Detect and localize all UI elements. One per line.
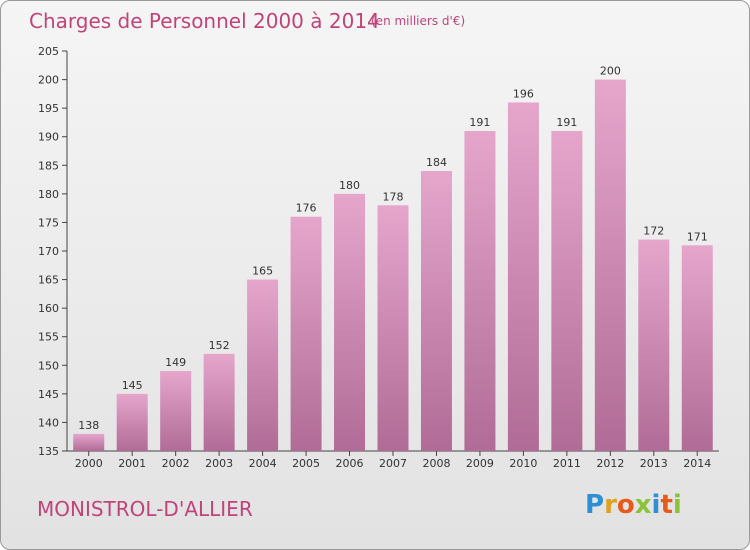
value-label-2012: 200 bbox=[600, 65, 621, 78]
x-tick-label-2002: 2002 bbox=[162, 457, 190, 470]
logo-letter: i bbox=[651, 490, 661, 520]
y-tick-label: 150 bbox=[38, 359, 59, 372]
proxiti-logo: Proxiti bbox=[585, 490, 682, 520]
logo-letter: x bbox=[634, 490, 652, 520]
bar-2002 bbox=[160, 371, 192, 451]
bar-2003 bbox=[203, 353, 235, 451]
value-label-2003: 152 bbox=[209, 339, 230, 352]
bar-2005 bbox=[290, 216, 322, 451]
bar-2001 bbox=[116, 393, 148, 451]
y-tick-label: 180 bbox=[38, 188, 59, 201]
y-tick-label: 195 bbox=[38, 102, 59, 115]
y-tick-label: 145 bbox=[38, 388, 59, 401]
x-tick-label-2000: 2000 bbox=[75, 457, 103, 470]
y-tick-label: 190 bbox=[38, 131, 59, 144]
y-tick-label: 200 bbox=[38, 74, 59, 87]
bar-2000 bbox=[73, 433, 105, 451]
y-tick-label: 140 bbox=[38, 416, 59, 429]
y-tick-label: 165 bbox=[38, 274, 59, 287]
bar-2013 bbox=[638, 239, 670, 451]
logo-letter: P bbox=[585, 490, 605, 520]
value-label-2014: 171 bbox=[687, 230, 708, 243]
y-tick-label: 185 bbox=[38, 159, 59, 172]
bar-2008 bbox=[420, 171, 452, 451]
bar-2014 bbox=[681, 245, 713, 451]
x-tick-label-2004: 2004 bbox=[249, 457, 277, 470]
bar-2007 bbox=[377, 205, 409, 451]
chart-subtitle: (en milliers d'€) bbox=[371, 14, 466, 28]
y-tick-label: 155 bbox=[38, 331, 59, 344]
value-label-2010: 196 bbox=[513, 87, 534, 100]
y-tick-label: 175 bbox=[38, 216, 59, 229]
x-tick-label-2013: 2013 bbox=[640, 457, 668, 470]
y-tick-label: 160 bbox=[38, 302, 59, 315]
value-label-2006: 180 bbox=[339, 179, 360, 192]
x-tick-label-2007: 2007 bbox=[379, 457, 407, 470]
bar-2012 bbox=[594, 79, 626, 452]
logo-letter: t bbox=[660, 490, 673, 520]
value-label-2001: 145 bbox=[122, 379, 143, 392]
y-tick-label: 205 bbox=[38, 45, 59, 58]
chart-title: Charges de Personnel 2000 à 2014 bbox=[29, 9, 380, 33]
y-tick-label: 135 bbox=[38, 445, 59, 458]
x-tick-label-2001: 2001 bbox=[118, 457, 146, 470]
value-label-2007: 178 bbox=[383, 190, 404, 203]
x-tick-label-2012: 2012 bbox=[596, 457, 624, 470]
y-tick-label: 170 bbox=[38, 245, 59, 258]
value-label-2011: 191 bbox=[556, 116, 577, 129]
x-tick-label-2005: 2005 bbox=[292, 457, 320, 470]
value-label-2002: 149 bbox=[165, 356, 186, 369]
x-tick-label-2009: 2009 bbox=[466, 457, 494, 470]
commune-name: MONISTROL-D'ALLIER bbox=[37, 497, 253, 521]
bar-2006 bbox=[334, 193, 366, 451]
x-tick-label-2011: 2011 bbox=[553, 457, 581, 470]
x-tick-label-2008: 2008 bbox=[422, 457, 450, 470]
bar-2004 bbox=[247, 279, 279, 451]
x-tick-label-2006: 2006 bbox=[336, 457, 364, 470]
bar-2011 bbox=[551, 131, 583, 451]
logo-letter: o bbox=[616, 490, 635, 520]
value-label-2009: 191 bbox=[469, 116, 490, 129]
value-label-2005: 176 bbox=[296, 202, 317, 215]
logo-letter: i bbox=[672, 490, 682, 520]
x-tick-label-2010: 2010 bbox=[509, 457, 537, 470]
bar-2010 bbox=[507, 102, 539, 451]
x-tick-label-2014: 2014 bbox=[683, 457, 711, 470]
value-label-2000: 138 bbox=[78, 419, 99, 432]
logo-letter: r bbox=[604, 490, 617, 520]
bar-2009 bbox=[464, 131, 496, 451]
value-label-2004: 165 bbox=[252, 265, 273, 278]
value-label-2008: 184 bbox=[426, 156, 447, 169]
x-tick-label-2003: 2003 bbox=[205, 457, 233, 470]
value-label-2013: 172 bbox=[643, 225, 664, 238]
